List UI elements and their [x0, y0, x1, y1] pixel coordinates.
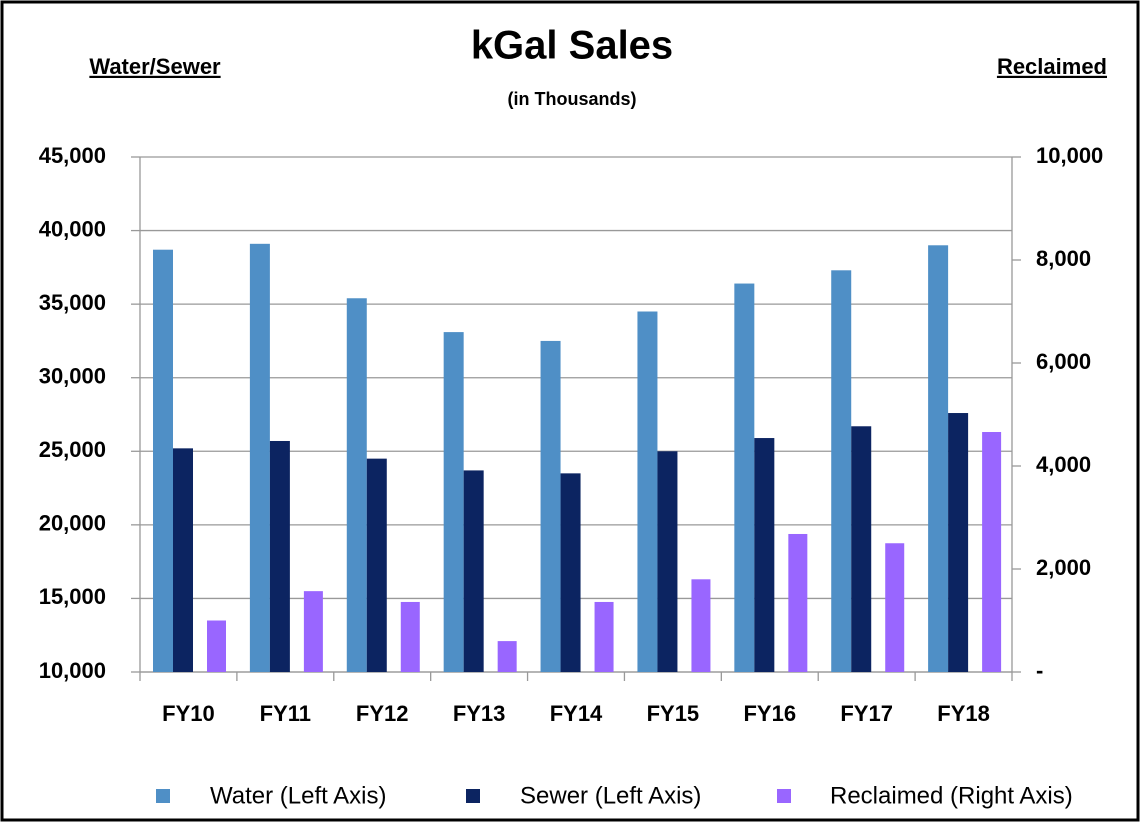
bar	[560, 473, 581, 672]
x-tick-label: FY13	[453, 701, 506, 726]
y-tick-label: 10,000	[39, 658, 106, 683]
bar	[443, 332, 464, 672]
bar	[885, 543, 905, 672]
x-tick-label: FY16	[743, 701, 796, 726]
bar	[346, 298, 367, 672]
bar	[594, 601, 614, 672]
bar	[734, 283, 755, 672]
legend-swatch	[156, 789, 170, 803]
x-tick-label: FY18	[937, 701, 990, 726]
bar	[269, 440, 290, 672]
bar	[928, 245, 949, 673]
x-tick-label: FY15	[647, 701, 700, 726]
bar	[831, 270, 852, 672]
bar	[754, 438, 775, 672]
x-tick-label: FY12	[356, 701, 409, 726]
chart-title: kGal Sales	[471, 24, 673, 68]
y-tick-label: 45,000	[39, 143, 106, 168]
y2-tick-label: 10,000	[1036, 143, 1103, 168]
bar	[366, 458, 387, 672]
bar	[657, 451, 678, 672]
bar	[249, 243, 270, 673]
x-tick-label: FY10	[162, 701, 215, 726]
chart-subtitle: (in Thousands)	[508, 89, 637, 109]
bar	[540, 340, 561, 672]
legend-swatch	[466, 789, 480, 803]
bar	[207, 620, 226, 672]
y2-tick-label: 6,000	[1036, 349, 1091, 374]
bar	[788, 533, 808, 672]
y2-tick-label: -	[1036, 658, 1043, 683]
y-tick-label: 35,000	[39, 290, 106, 315]
y2-tick-label: 4,000	[1036, 452, 1091, 477]
bar	[637, 311, 658, 672]
bar	[400, 601, 420, 672]
y-tick-label: 40,000	[39, 216, 106, 241]
x-tick-label: FY14	[550, 701, 603, 726]
y-tick-label: 20,000	[39, 511, 106, 536]
bar	[982, 432, 1002, 672]
legend-label: Reclaimed (Right Axis)	[830, 782, 1073, 809]
y-tick-label: 15,000	[39, 584, 106, 609]
legend-label: Water (Left Axis)	[210, 782, 386, 809]
y2-tick-label: 8,000	[1036, 246, 1091, 271]
bar	[497, 641, 517, 672]
legend-swatch	[777, 789, 791, 803]
legend-label: Sewer (Left Axis)	[520, 782, 701, 809]
y-axis-label: Water/Sewer	[89, 54, 221, 79]
bar	[153, 249, 173, 672]
bar	[463, 470, 484, 672]
bar	[303, 591, 323, 672]
bar	[851, 426, 872, 672]
x-tick-label: FY17	[840, 701, 893, 726]
x-tick-label: FY11	[260, 701, 311, 726]
y-tick-label: 30,000	[39, 364, 106, 389]
bar	[691, 579, 711, 672]
y2-axis-label: Reclaimed	[997, 54, 1107, 79]
y2-tick-label: 2,000	[1036, 555, 1091, 580]
bar	[173, 448, 193, 672]
y-tick-label: 25,000	[39, 437, 106, 462]
bar	[948, 413, 969, 672]
